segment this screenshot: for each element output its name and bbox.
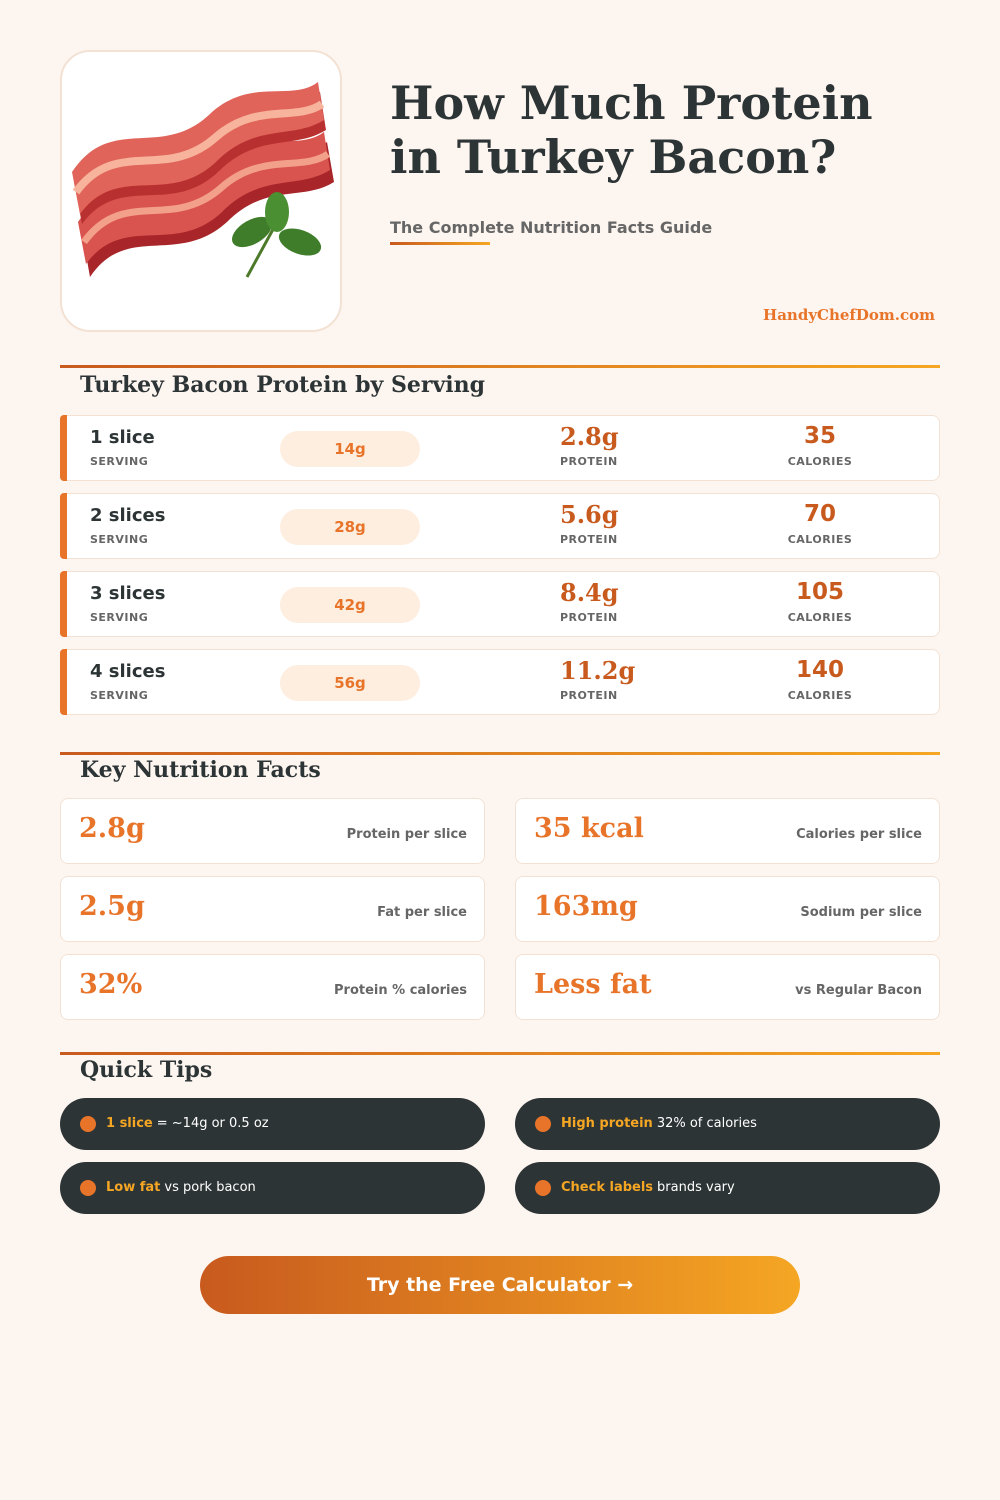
serving: 2 slices: [90, 505, 166, 526]
fact-card: 32% Protein % calories: [60, 954, 485, 1020]
calories-label: CALORIES: [787, 611, 853, 624]
fact-label: Fat per slice: [377, 905, 467, 920]
tip-highlight: Low fat: [106, 1180, 161, 1195]
weight-pill: 14g: [280, 431, 420, 467]
fact-value: 2.8g: [79, 813, 145, 844]
section-rule: [60, 752, 940, 755]
protein-label: PROTEIN: [560, 689, 618, 702]
accent-bar: [60, 415, 67, 481]
serving-row: 4 slices SERVING 56g 11.2g PROTEIN 140 CALORIE…: [60, 649, 940, 715]
cta-button[interactable]: Try the Free Calculator →: [200, 1256, 800, 1314]
protein: 11.2g: [560, 656, 636, 685]
accent-bar: [60, 493, 67, 559]
weight-pill: 56g: [280, 665, 420, 701]
fact-label: Protein % calories: [334, 983, 467, 998]
calories-label: CALORIES: [787, 533, 853, 546]
fact-label: vs Regular Bacon: [795, 983, 922, 998]
weight-pill: 42g: [280, 587, 420, 623]
tip-text: Check labels brands vary: [561, 1180, 735, 1195]
fact-card: Less fat vs Regular Bacon: [515, 954, 940, 1020]
protein: 2.8g: [560, 422, 619, 451]
fact-card: 35 kcal Calories per slice: [515, 798, 940, 864]
section-rule: [60, 365, 940, 368]
serving-label: SERVING: [90, 689, 149, 702]
tip-dot: [80, 1116, 96, 1132]
title: How Much Protein in Turkey Bacon?: [390, 76, 873, 184]
protein: 5.6g: [560, 500, 619, 529]
tip-pill: High protein 32% of calories: [515, 1098, 940, 1150]
fact-label: Protein per slice: [346, 827, 467, 842]
serving-label: SERVING: [90, 455, 149, 468]
protein-label: PROTEIN: [560, 611, 618, 624]
title-line: How Much Protein: [390, 76, 873, 130]
tip-dot: [80, 1180, 96, 1196]
tip-body: vs pork bacon: [164, 1180, 256, 1195]
fact-value: 2.5g: [79, 891, 145, 922]
image-card: [60, 50, 342, 332]
fact-value: 163mg: [534, 891, 638, 922]
bacon-illustration: [72, 82, 334, 278]
tip-highlight: Check labels: [561, 1180, 654, 1195]
calories-label: CALORIES: [787, 689, 853, 702]
fact-card: 163mg Sodium per slice: [515, 876, 940, 942]
accent-bar: [60, 649, 67, 715]
calories: 140: [795, 657, 844, 683]
serving-row: 3 slices SERVING 42g 8.4g PROTEIN 105 CALORIES: [60, 571, 940, 637]
tip-text: Low fat vs pork bacon: [106, 1180, 256, 1195]
serving-row: 2 slices SERVING 28g 5.6g PROTEIN 70 CALORIES: [60, 493, 940, 559]
protein-label: PROTEIN: [560, 455, 618, 468]
weight-pill: 28g: [280, 509, 420, 545]
fact-value: 35 kcal: [534, 813, 644, 844]
fact-value: Less fat: [534, 969, 652, 1000]
site-name: HandyChefDom.com: [763, 306, 935, 324]
tip-highlight: 1 slice: [106, 1116, 153, 1131]
serving: 1 slice: [90, 427, 155, 448]
fact-label: Calories per slice: [796, 827, 922, 842]
fact-value: 32%: [79, 969, 143, 1000]
serving-label: SERVING: [90, 611, 149, 624]
serving-row: 1 slice SERVING 14g 2.8g PROTEIN 35 CALORIES: [60, 415, 940, 481]
tip-body: 32% of calories: [656, 1116, 757, 1131]
tip-text: High protein 32% of calories: [561, 1116, 757, 1131]
tip-dot: [535, 1180, 551, 1196]
tip-text: 1 slice = ~14g or 0.5 oz: [106, 1116, 269, 1131]
section-rule: [60, 1052, 940, 1055]
tip-body: brands vary: [657, 1180, 735, 1195]
calories: 35: [803, 423, 836, 449]
calories: 105: [795, 579, 844, 605]
subtitle-underline: [390, 242, 490, 245]
tip-body: = ~14g or 0.5 oz: [156, 1116, 269, 1131]
subtitle: The Complete Nutrition Facts Guide: [390, 218, 713, 237]
serving: 4 slices: [90, 661, 166, 682]
serving: 3 slices: [90, 583, 166, 604]
serving-label: SERVING: [90, 533, 149, 546]
section-heading: Key Nutrition Facts: [80, 757, 321, 783]
fact-label: Sodium per slice: [800, 905, 922, 920]
tip-pill: Check labels brands vary: [515, 1162, 940, 1214]
tip-highlight: High protein: [561, 1116, 653, 1131]
protein: 8.4g: [560, 578, 619, 607]
tip-dot: [535, 1116, 551, 1132]
cta-label: Try the Free Calculator →: [366, 1274, 634, 1296]
fact-card: 2.8g Protein per slice: [60, 798, 485, 864]
fact-card: 2.5g Fat per slice: [60, 876, 485, 942]
tip-pill: 1 slice = ~14g or 0.5 oz: [60, 1098, 485, 1150]
tip-pill: Low fat vs pork bacon: [60, 1162, 485, 1214]
accent-bar: [60, 571, 67, 637]
section-heading: Turkey Bacon Protein by Serving: [80, 372, 485, 398]
title-line: in Turkey Bacon?: [390, 130, 837, 184]
protein-label: PROTEIN: [560, 533, 618, 546]
section-heading: Quick Tips: [80, 1057, 213, 1083]
calories-label: CALORIES: [787, 455, 853, 468]
calories: 70: [803, 501, 836, 527]
